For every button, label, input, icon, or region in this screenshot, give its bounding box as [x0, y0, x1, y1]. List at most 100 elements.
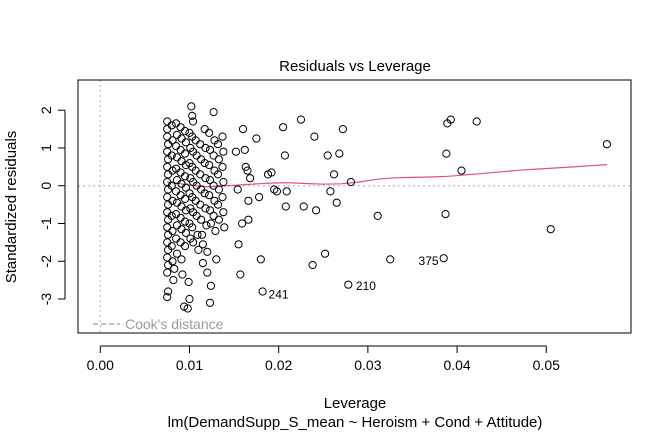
data-point: [282, 187, 291, 196]
data-point: [172, 210, 181, 219]
data-point: [163, 238, 172, 247]
data-point: [203, 247, 212, 256]
smoother-layer: [167, 164, 607, 188]
data-point: [386, 255, 395, 264]
data-point: [189, 117, 198, 126]
data-point: [163, 132, 172, 141]
data-point: [214, 215, 223, 224]
data-point: [200, 159, 209, 168]
data-point: [373, 211, 382, 220]
data-point: [168, 136, 177, 145]
data-point: [176, 145, 185, 154]
data-point: [244, 215, 253, 224]
data-point: [338, 125, 347, 134]
data-point: [180, 172, 190, 181]
data-point: [213, 140, 223, 149]
data-point: [164, 230, 173, 239]
data-point: [197, 230, 207, 239]
data-point: [233, 185, 242, 194]
data-point: [172, 249, 182, 258]
data-point: [188, 223, 197, 232]
data-point: [197, 215, 206, 224]
data-point: [255, 193, 264, 202]
data-point: [183, 304, 192, 313]
data-point: [329, 170, 339, 179]
data-point: [272, 187, 281, 196]
data-point: [172, 119, 181, 128]
data-point: [164, 287, 173, 296]
data-point: [189, 238, 198, 247]
data-point: [344, 280, 353, 289]
data-point: [218, 162, 227, 171]
data-point: [240, 145, 249, 154]
y-tick-label: 2: [38, 106, 54, 114]
point-label-241: 241: [269, 287, 289, 301]
data-point: [177, 134, 186, 143]
y-tick-label: -3: [38, 293, 54, 306]
data-point: [184, 277, 193, 287]
data-point: [167, 242, 176, 251]
data-point: [196, 170, 205, 179]
data-point: [209, 151, 218, 160]
data-point: [163, 268, 172, 277]
data-point: [201, 204, 210, 213]
data-point: [220, 223, 229, 232]
data-point: [442, 149, 451, 158]
x-tick-label: 0.05: [533, 357, 560, 373]
y-tick-label: 1: [38, 144, 54, 152]
y-tick-label: 0: [38, 182, 54, 190]
data-point: [219, 177, 228, 187]
data-point: [163, 117, 172, 126]
data-point: [206, 219, 215, 228]
data-point: [209, 181, 218, 190]
data-point: [180, 149, 190, 158]
data-point: [299, 202, 308, 211]
data-point: [258, 287, 267, 296]
data-point: [180, 126, 190, 136]
data-point: [167, 121, 176, 130]
y-tick-label: -2: [38, 255, 54, 268]
data-point: [219, 147, 228, 156]
data-point: [238, 125, 248, 134]
y-tick-label: -1: [38, 217, 54, 230]
data-point: [308, 260, 317, 270]
data-point: [172, 198, 182, 207]
data-point: [167, 181, 176, 190]
data-point: [163, 208, 172, 217]
data-point: [214, 155, 223, 164]
data-point: [279, 123, 288, 132]
data-point: [168, 226, 177, 236]
data-point: [181, 183, 190, 192]
data-point: [181, 138, 190, 147]
data-point: [172, 142, 181, 151]
data-point: [206, 281, 215, 290]
data-point: [205, 128, 214, 137]
data-point: [209, 108, 218, 117]
data-point: [164, 140, 173, 149]
data-point: [252, 134, 261, 143]
data-point: [167, 151, 176, 160]
data-point: [188, 111, 197, 121]
data-point: [172, 176, 182, 185]
data-point: [163, 162, 172, 171]
data-point: [244, 196, 253, 205]
data-point: [164, 170, 173, 179]
data-point: [209, 211, 218, 220]
data-point: [241, 162, 250, 171]
data-point: [205, 160, 214, 170]
data-point: [196, 140, 205, 149]
data-point: [168, 257, 177, 266]
data-point: [205, 145, 215, 154]
plot-frame: [77, 79, 632, 334]
data-point: [194, 245, 203, 254]
data-point: [178, 270, 187, 279]
data-point: [310, 132, 319, 141]
data-point: [169, 276, 178, 285]
data-point: [176, 123, 185, 132]
data-point: [172, 187, 181, 196]
data-point: [267, 168, 276, 177]
data-point: [180, 242, 190, 251]
data-point: [176, 168, 185, 177]
data-point: [270, 185, 279, 194]
